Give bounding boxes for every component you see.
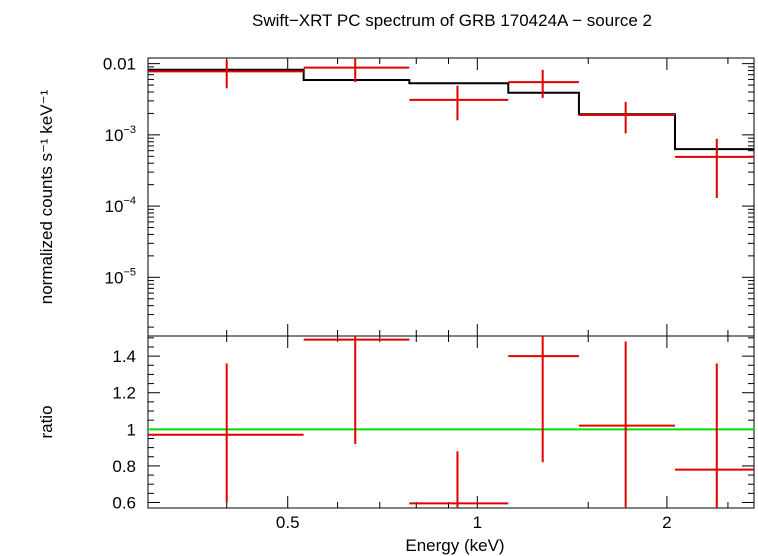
ratio-data-point xyxy=(508,336,579,463)
x-tick-label: 0.5 xyxy=(276,513,300,532)
x-tick-label: 2 xyxy=(662,513,671,532)
chart-title: Swift−XRT PC spectrum of GRB 170424A − s… xyxy=(252,11,652,30)
ratio-data-point xyxy=(409,451,509,508)
ratio-data-point xyxy=(674,363,754,508)
spectrum-data-point xyxy=(578,101,675,134)
x-axis-label: Energy (keV) xyxy=(405,536,504,555)
ratio-y-tick-label: 0.6 xyxy=(112,494,136,513)
ratio-y-tick-label: 0.8 xyxy=(112,457,136,476)
ratio-data-point xyxy=(578,341,675,508)
y-tick-label: 10−4 xyxy=(105,195,136,216)
ratio-y-tick-label: 1.4 xyxy=(112,347,136,366)
ratio-data-point xyxy=(148,363,304,503)
y-tick-label: 10−5 xyxy=(105,266,136,287)
spectrum-y-axis-label: normalized counts s⁻¹ keV⁻¹ xyxy=(37,89,56,304)
spectrum-data-point xyxy=(148,60,304,89)
model-step-line xyxy=(148,68,754,151)
y-tick-label: 10−3 xyxy=(105,124,136,145)
spectrum-data-point xyxy=(303,57,410,83)
spectrum-data-point xyxy=(508,69,579,98)
x-tick-label: 1 xyxy=(473,513,482,532)
ratio-panel: 0.5 1 2 0.6 0.8 1 1.2 1.4 xyxy=(112,335,755,532)
spectrum-panel: 0.01 10−3 10−4 10−5 xyxy=(103,55,755,337)
ratio-data-point xyxy=(303,336,410,444)
ratio-y-tick-label: 1 xyxy=(127,420,136,439)
ratio-y-axis-label: ratio xyxy=(37,405,56,438)
ratio-plot-frame xyxy=(147,335,755,509)
ratio-y-tick-label: 1.2 xyxy=(112,384,136,403)
y-tick-label: 0.01 xyxy=(103,55,136,74)
spectrum-data-point xyxy=(674,138,754,198)
spectrum-data-point xyxy=(409,85,509,121)
